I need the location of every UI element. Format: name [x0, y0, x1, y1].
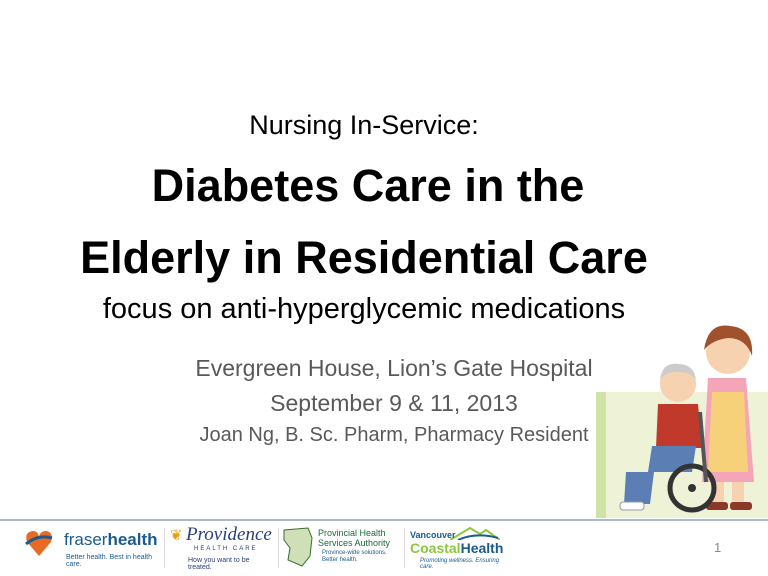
vch-wordmark-1: Vancouver: [410, 530, 456, 540]
footer-divider: [0, 519, 768, 521]
vch-mountain-icon: [450, 526, 500, 540]
phsa-wordmark: Provincial Health Services Authority: [318, 528, 391, 548]
title-line-2: Elderly in Residential Care: [80, 232, 648, 283]
logo-separator: [278, 528, 279, 568]
fraserhealth-heart-icon: [25, 531, 53, 556]
providence-flame-icon: ❦: [170, 527, 183, 544]
fraserhealth-logo: fraserhealth Better health. Best in heal…: [24, 524, 159, 574]
pretitle: Nursing In-Service:: [249, 110, 479, 140]
page-number: 1: [714, 540, 722, 555]
fraserhealth-tagline: Better health. Best in health care.: [66, 554, 152, 568]
location: Evergreen House, Lion’s Gate Hospital: [195, 355, 593, 381]
fraserhealth-wordmark: fraserhealth: [64, 530, 158, 549]
title-line-1: Diabetes Care in the: [151, 160, 585, 211]
vch-wordmark-2: CoastalHealth: [410, 540, 504, 556]
subtitle: focus on anti-hyperglycemic medications: [102, 293, 626, 325]
vch-tagline: Promoting wellness. Ensuring care.: [420, 558, 500, 570]
phsa-tagline: Province-wide solutions. Better health.: [322, 550, 387, 563]
phsa-logo: Provincial Health Services Authority Pro…: [282, 524, 402, 574]
logo-separator: [164, 528, 165, 568]
caregiver-wheelchair-illustration: [596, 325, 768, 518]
vch-logo: Vancouver CoastalHealth Promoting wellne…: [410, 524, 510, 574]
date: September 9 & 11, 2013: [270, 390, 518, 416]
providence-wordmark: Providence: [186, 524, 272, 545]
presenter: Joan Ng, B. Sc. Pharm, Pharmacy Resident: [199, 424, 589, 446]
logo-separator: [404, 528, 405, 568]
providence-tagline: How you want to be treated.: [188, 557, 250, 571]
providence-logo: ❦ Providence HEALTH CARE How you want to…: [170, 524, 275, 574]
footer-logos: fraserhealth Better health. Best in heal…: [0, 524, 768, 574]
bc-map-icon: [283, 527, 313, 567]
providence-sub: HEALTH CARE: [194, 546, 258, 552]
